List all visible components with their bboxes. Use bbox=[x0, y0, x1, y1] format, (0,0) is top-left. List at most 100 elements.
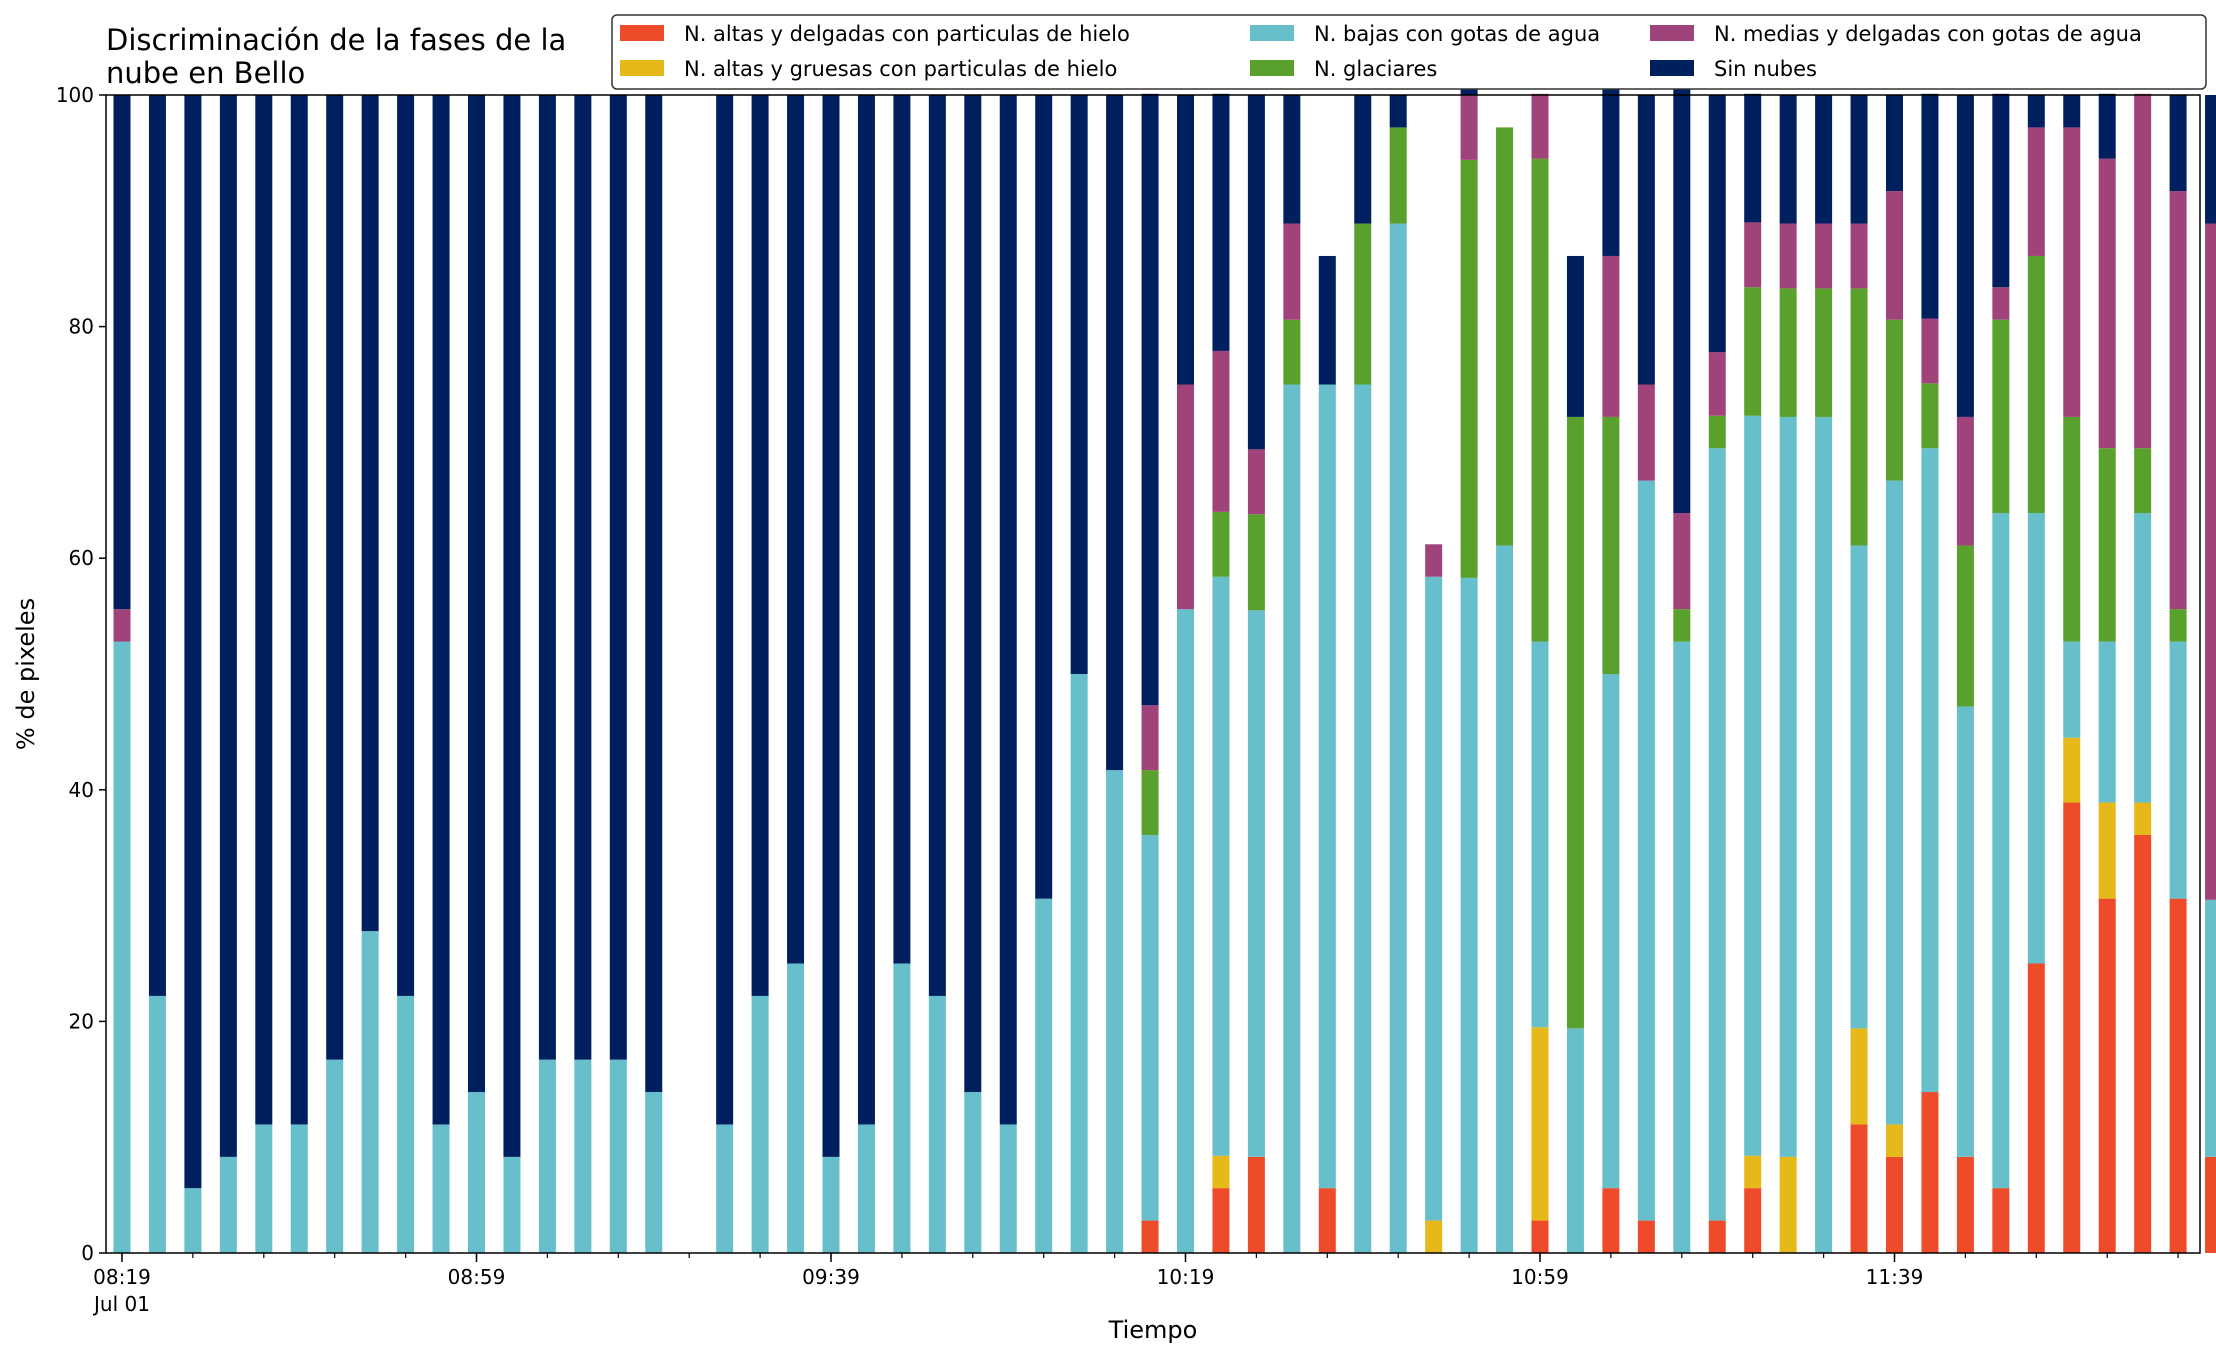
x-tick-label-5: 11:39 bbox=[1866, 1265, 1924, 1289]
bar-3-series-2 bbox=[219, 1156, 237, 1253]
bar-56-series-0 bbox=[2098, 898, 2116, 1253]
bar-54-series-5 bbox=[2027, 95, 2045, 128]
bar-7-series-5 bbox=[361, 95, 379, 932]
bar-44-series-3 bbox=[1673, 609, 1691, 642]
bar-33-series-2 bbox=[1283, 384, 1301, 1253]
bar-29-series-5 bbox=[1141, 93, 1159, 706]
bar-8-series-2 bbox=[397, 995, 415, 1253]
bar-42-series-2 bbox=[1602, 674, 1620, 1189]
legend-label-1: N. altas y gruesas con particulas de hie… bbox=[684, 57, 1117, 81]
bar-35-series-5 bbox=[1354, 95, 1372, 224]
bar-0-series-2 bbox=[113, 641, 131, 1253]
bar-24-series-2 bbox=[964, 1092, 982, 1253]
bar-12-series-5 bbox=[538, 95, 556, 1060]
bar-40-series-2 bbox=[1531, 641, 1549, 1028]
bar-28-series-2 bbox=[1106, 770, 1124, 1253]
legend-label-4: N. medias y delgadas con gotas de agua bbox=[1714, 22, 2142, 46]
bar-31-series-3 bbox=[1212, 511, 1230, 577]
bar-44-series-4 bbox=[1673, 513, 1691, 610]
bar-47-series-1 bbox=[1779, 1156, 1797, 1253]
bar-45-series-4 bbox=[1708, 352, 1726, 416]
bar-31-series-2 bbox=[1212, 576, 1230, 1156]
bar-41-series-2 bbox=[1566, 1028, 1584, 1253]
bar-35-series-3 bbox=[1354, 223, 1372, 385]
x-tick-label-2: 09:39 bbox=[802, 1265, 860, 1289]
legend-swatch-0 bbox=[620, 25, 664, 41]
bar-37-series-1 bbox=[1425, 1220, 1443, 1253]
bar-29-series-3 bbox=[1141, 770, 1159, 835]
bar-15-series-2 bbox=[645, 1092, 663, 1253]
bar-26-series-2 bbox=[1035, 898, 1053, 1253]
bar-38-series-4 bbox=[1460, 95, 1478, 160]
bar-45-series-2 bbox=[1708, 448, 1726, 1221]
chart-title-line-1: Discriminación de la fases de la bbox=[106, 23, 566, 57]
bar-4-series-5 bbox=[255, 95, 273, 1125]
bar-36-series-2 bbox=[1389, 223, 1407, 1253]
bar-35-series-2 bbox=[1354, 384, 1372, 1253]
x-axis-label: Tiempo bbox=[1108, 1316, 1198, 1344]
bar-11-series-5 bbox=[503, 95, 521, 1157]
bar-32-series-5 bbox=[1247, 95, 1265, 450]
legend-swatch-4 bbox=[1650, 25, 1694, 41]
bar-9-series-5 bbox=[432, 95, 450, 1125]
bar-55-series-0 bbox=[2063, 802, 2081, 1253]
bar-29-series-0 bbox=[1141, 1220, 1159, 1253]
bar-27-series-5 bbox=[1070, 95, 1088, 674]
bar-46-series-2 bbox=[1744, 415, 1762, 1156]
bar-4-series-2 bbox=[255, 1124, 273, 1253]
bar-0-series-5 bbox=[113, 95, 131, 610]
bar-51-series-5 bbox=[1921, 93, 1939, 319]
bar-56-series-5 bbox=[2098, 93, 2116, 159]
x-tick-label-0: 08:19 bbox=[93, 1265, 151, 1289]
bar-53-series-4 bbox=[1992, 287, 2010, 320]
bar-57-series-0 bbox=[2134, 834, 2152, 1253]
bar-18-series-2 bbox=[751, 995, 769, 1253]
bar-34-series-5 bbox=[1318, 255, 1336, 385]
bar-53-series-0 bbox=[1992, 1188, 2010, 1253]
bar-14-series-5 bbox=[609, 95, 627, 1060]
bar-5-series-5 bbox=[290, 95, 308, 1125]
bar-56-series-1 bbox=[2098, 802, 2116, 899]
y-tick-label-1: 20 bbox=[69, 1009, 94, 1033]
bar-28-series-5 bbox=[1106, 95, 1124, 771]
bar-14-series-2 bbox=[609, 1059, 627, 1253]
bar-49-series-3 bbox=[1850, 288, 1868, 546]
bar-25-series-5 bbox=[999, 95, 1017, 1125]
bar-56-series-2 bbox=[2098, 641, 2116, 803]
bar-36-series-3 bbox=[1389, 127, 1407, 224]
bar-20-series-2 bbox=[822, 1156, 840, 1253]
legend-swatch-3 bbox=[1250, 60, 1294, 76]
legend-swatch-5 bbox=[1650, 60, 1694, 76]
bar-45-series-5 bbox=[1708, 95, 1726, 353]
bar-31-series-5 bbox=[1212, 93, 1230, 351]
bar-31-series-4 bbox=[1212, 350, 1230, 512]
bar-52-series-4 bbox=[1956, 416, 1974, 546]
bar-45-series-0 bbox=[1708, 1220, 1726, 1253]
bar-48-series-3 bbox=[1815, 288, 1833, 417]
chart-title-line-2: nube en Bello bbox=[106, 56, 305, 90]
bar-51-series-2 bbox=[1921, 448, 1939, 1093]
bar-58-series-5 bbox=[2169, 95, 2187, 192]
bar-33-series-4 bbox=[1283, 223, 1301, 320]
bar-59-series-2 bbox=[2205, 899, 2216, 1157]
legend-label-5: Sin nubes bbox=[1714, 57, 1817, 81]
bar-59-series-4 bbox=[2205, 223, 2216, 900]
bar-47-series-2 bbox=[1779, 416, 1797, 1157]
bar-52-series-2 bbox=[1956, 706, 1974, 1157]
bars bbox=[113, 31, 2216, 1253]
bar-47-series-5 bbox=[1779, 95, 1797, 224]
y-axis-label: % de pixeles bbox=[12, 598, 40, 750]
bar-34-series-0 bbox=[1318, 1188, 1336, 1253]
bar-54-series-0 bbox=[2027, 963, 2045, 1253]
bar-55-series-1 bbox=[2063, 737, 2081, 803]
y-tick-label-0: 0 bbox=[81, 1241, 94, 1265]
bar-27-series-2 bbox=[1070, 674, 1088, 1253]
bar-57-series-1 bbox=[2134, 802, 2152, 835]
bar-10-series-5 bbox=[468, 95, 485, 1093]
bar-48-series-2 bbox=[1815, 416, 1833, 1253]
bar-54-series-3 bbox=[2027, 255, 2045, 514]
bar-56-series-4 bbox=[2098, 158, 2116, 449]
bar-48-series-5 bbox=[1815, 95, 1833, 224]
bar-29-series-2 bbox=[1141, 834, 1159, 1221]
bar-55-series-5 bbox=[2063, 95, 2081, 128]
